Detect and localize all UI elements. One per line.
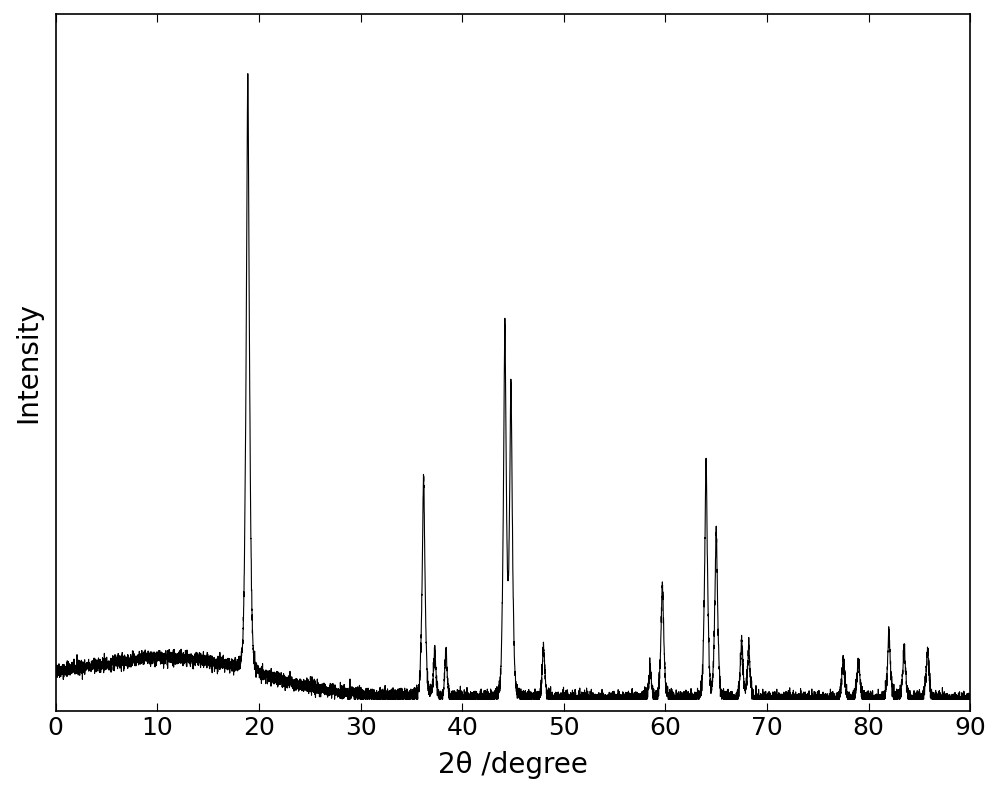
X-axis label: 2θ /degree: 2θ /degree	[438, 751, 588, 779]
Y-axis label: Intensity: Intensity	[14, 302, 42, 423]
